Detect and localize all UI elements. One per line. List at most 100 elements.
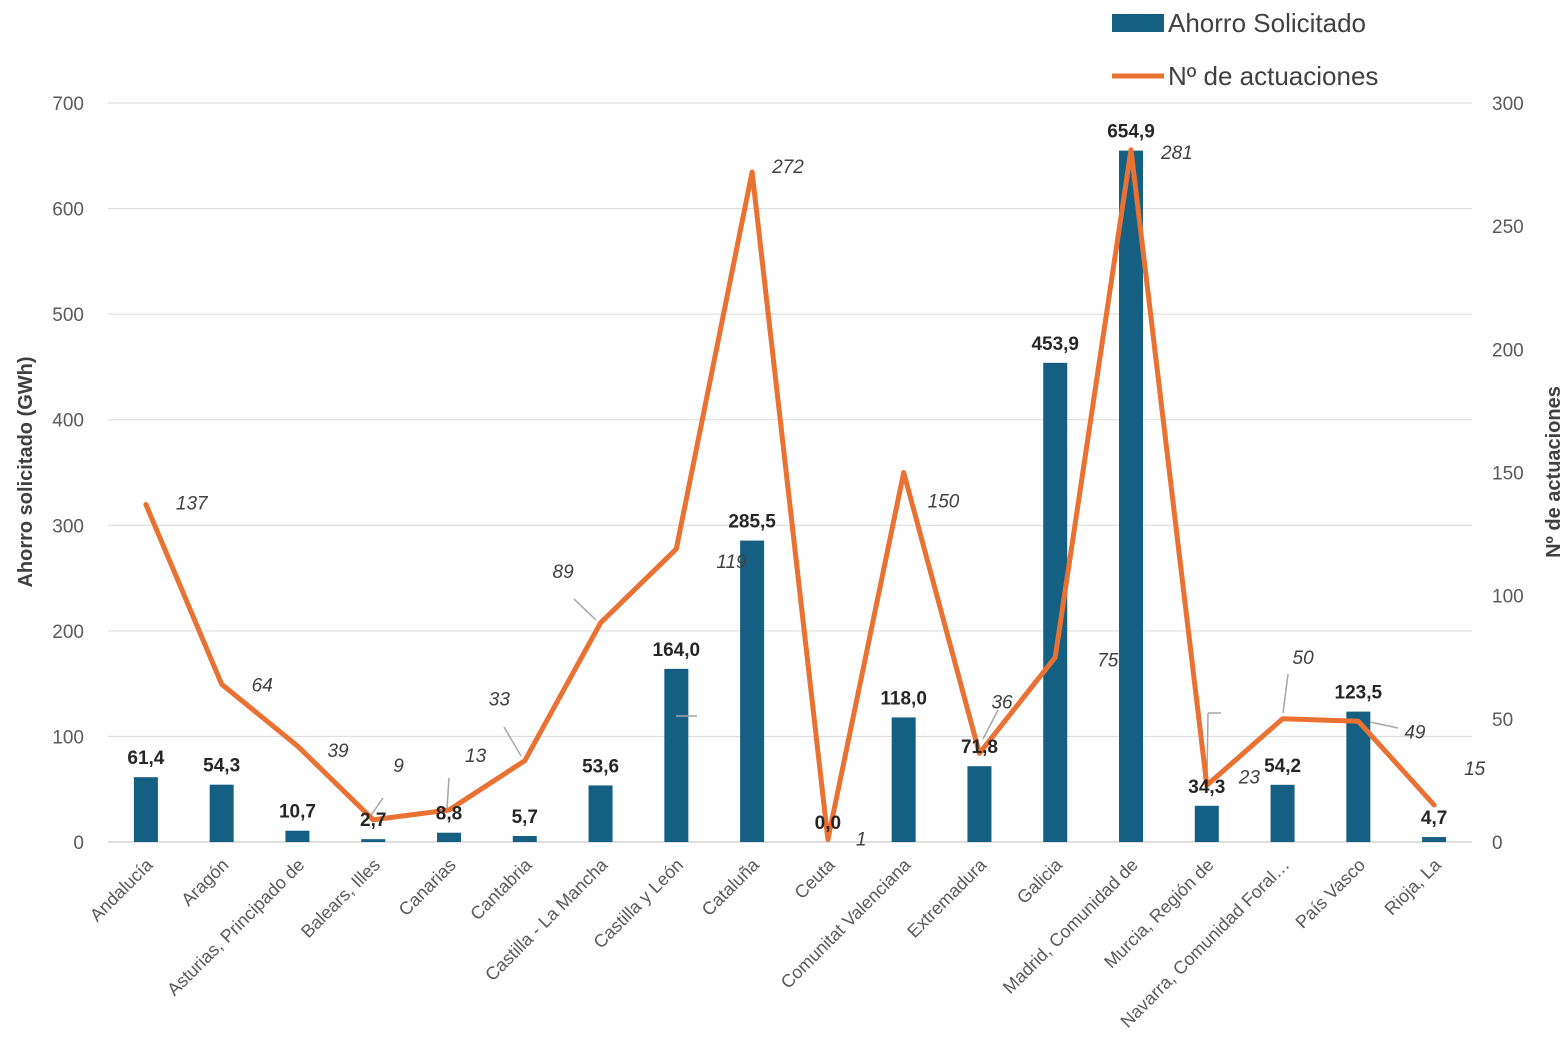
right-tick-label: 300 xyxy=(1492,94,1524,115)
line-value-label: 272 xyxy=(771,157,804,178)
leader-line xyxy=(1206,712,1209,779)
right-tick-label: 250 xyxy=(1492,217,1524,238)
right-tick-label: 0 xyxy=(1492,833,1503,854)
bar-value-label: 118,0 xyxy=(880,688,927,709)
right-tick-label: 200 xyxy=(1492,340,1524,361)
gridlines xyxy=(108,102,1472,843)
legend-bar-label: Ahorro Solicitado xyxy=(1168,8,1366,38)
leader-line xyxy=(503,726,522,757)
category-label: Cataluña xyxy=(698,854,764,920)
bar-value-label: 164,0 xyxy=(653,640,701,661)
bar-value-label: 5,7 xyxy=(512,807,538,828)
bar xyxy=(512,835,537,842)
category-label: Galicia xyxy=(1013,854,1067,908)
left-tick-label: 0 xyxy=(73,833,84,854)
bar-series xyxy=(133,150,1447,842)
bar xyxy=(437,832,461,842)
bar-value-label: 54,2 xyxy=(1264,756,1301,777)
label-leader-lines xyxy=(368,598,1399,819)
bar-value-label: 2,7 xyxy=(360,810,386,831)
bar xyxy=(1270,784,1295,842)
category-label: Comunitat Valenciana xyxy=(777,854,915,992)
right-tick-label: 100 xyxy=(1492,587,1524,608)
category-label: País Vasco xyxy=(1292,855,1370,933)
line-value-label: 49 xyxy=(1404,722,1426,743)
left-tick-label: 400 xyxy=(52,411,84,432)
right-tick-label: 50 xyxy=(1492,710,1513,731)
bar xyxy=(588,785,613,842)
bar-value-label: 53,6 xyxy=(582,756,619,777)
left-tick-label: 100 xyxy=(52,727,84,748)
bar-value-label: 285,5 xyxy=(728,512,776,533)
category-label: Canarias xyxy=(395,855,460,920)
legend-line-label: Nº de actuaciones xyxy=(1168,61,1378,91)
category-label: Castilla - La Mancha xyxy=(481,854,612,985)
line-value-label: 50 xyxy=(1293,648,1315,669)
leader-line xyxy=(446,777,450,809)
bar-value-label: 453,9 xyxy=(1031,334,1079,355)
bar-value-label: 123,5 xyxy=(1335,683,1383,704)
right-axis-title: Nº de actuaciones xyxy=(1543,386,1565,558)
line-value-label: 15 xyxy=(1464,759,1486,780)
line-value-label: 36 xyxy=(991,692,1013,713)
category-label: Balears, Illes xyxy=(297,855,384,942)
line-value-label: 64 xyxy=(252,675,273,696)
bar-value-label: 4,7 xyxy=(1421,808,1447,829)
bar xyxy=(133,777,158,842)
left-tick-label: 500 xyxy=(52,305,84,326)
line-value-label: 13 xyxy=(465,746,487,767)
line-value-label: 9 xyxy=(393,756,404,777)
bar xyxy=(285,830,310,842)
bar-data-labels: 61,4 54,3 10,7 2,7 8,8 5,7 53,6 164,0 285,5 0,0 11… xyxy=(127,122,1447,834)
bar xyxy=(740,540,765,842)
line-value-label: 119 xyxy=(716,552,747,573)
line-value-label: 137 xyxy=(176,494,209,515)
bar-value-label: 71,8 xyxy=(961,737,998,758)
line-value-label: 33 xyxy=(489,690,511,711)
line-series xyxy=(143,147,1437,842)
leader-line xyxy=(1369,721,1399,729)
bar xyxy=(209,784,234,842)
line-value-label: 23 xyxy=(1238,767,1261,788)
right-tick-label: 150 xyxy=(1492,464,1524,485)
left-axis-ticks: 0 100 200 300 400 500 600 700 xyxy=(52,94,84,854)
bar xyxy=(1422,837,1447,842)
bar-value-label: 10,7 xyxy=(279,802,316,823)
left-axis-title: Ahorro solicitado (GWh) xyxy=(15,356,37,587)
left-tick-label: 600 xyxy=(52,200,84,221)
left-tick-label: 700 xyxy=(52,94,84,115)
line-value-label: 281 xyxy=(1160,143,1193,164)
line-data-labels: 137 64 39 9 13 33 89 119 272 1 150 36 75 281 23 50 49 15 xyxy=(176,143,1486,851)
left-tick-label: 300 xyxy=(52,516,84,537)
bar xyxy=(1194,805,1219,842)
bar xyxy=(1119,150,1143,842)
bar-value-label: 0,0 xyxy=(815,813,841,834)
right-axis-ticks: 0 50 100 150 200 250 300 xyxy=(1492,94,1524,854)
line-value-label: 75 xyxy=(1097,650,1119,671)
legend: Ahorro Solicitado Nº de actuaciones xyxy=(1112,8,1378,91)
category-label: Madrid, Comunidad de xyxy=(999,855,1142,998)
legend-bar-swatch xyxy=(1112,14,1164,32)
bar xyxy=(967,766,992,842)
line-value-label: 39 xyxy=(327,741,349,762)
left-tick-label: 200 xyxy=(52,622,84,643)
line-value-label: 1 xyxy=(856,830,867,851)
bar xyxy=(361,839,386,842)
bar-value-label: 8,8 xyxy=(436,804,462,825)
bar-value-label: 34,3 xyxy=(1188,777,1225,798)
bar-value-label: 54,3 xyxy=(203,756,240,777)
category-label: Asturias, Principado de xyxy=(163,855,308,1000)
line-value-label: 89 xyxy=(553,562,575,583)
line-value-label: 150 xyxy=(928,492,960,513)
bar-value-label: 61,4 xyxy=(127,748,164,769)
leader-line xyxy=(982,709,999,740)
category-label: Ceuta xyxy=(791,854,840,903)
bar-value-label: 654,9 xyxy=(1107,122,1155,143)
category-label: Extremadura xyxy=(903,854,991,942)
bar xyxy=(891,717,916,842)
leader-line xyxy=(1282,673,1289,714)
bar xyxy=(664,668,689,842)
leader-line xyxy=(573,598,597,621)
